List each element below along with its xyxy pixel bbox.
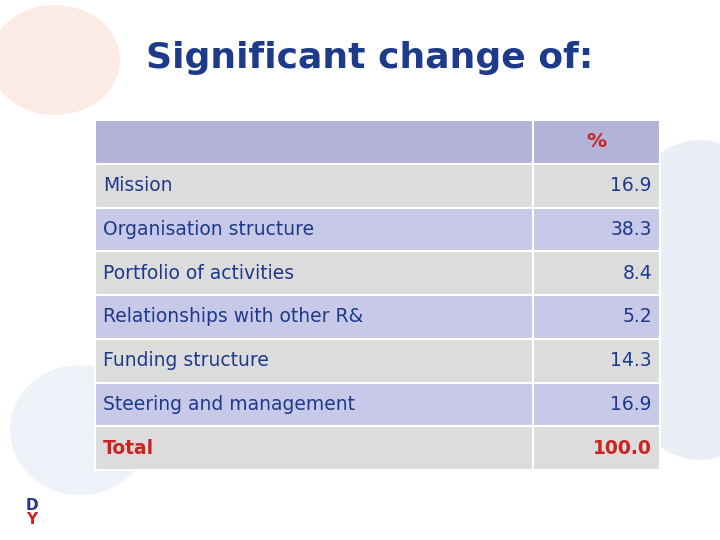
Bar [95,295,533,339]
Text: 38.3: 38.3 [611,220,652,239]
Text: Total: Total [103,438,154,457]
Bar [95,339,533,382]
Text: Mission: Mission [103,176,173,195]
Text: Organisation structure: Organisation structure [103,220,314,239]
Ellipse shape [0,5,120,115]
Text: 100.0: 100.0 [593,438,652,457]
Bar [533,339,660,382]
Bar [533,164,660,207]
Bar [533,120,660,164]
Bar [533,251,660,295]
Text: 16.9: 16.9 [611,395,652,414]
Text: Significant change of:: Significant change of: [146,41,593,75]
Text: Steering and management: Steering and management [103,395,355,414]
Bar [533,207,660,251]
Bar [95,207,533,251]
Text: %: % [586,132,606,151]
Bar [95,382,533,426]
Ellipse shape [600,140,720,460]
Text: 16.9: 16.9 [611,176,652,195]
Text: 14.3: 14.3 [611,351,652,370]
Bar [533,382,660,426]
Bar [533,295,660,339]
Text: 5.2: 5.2 [622,307,652,326]
Ellipse shape [10,365,150,495]
Text: 8.4: 8.4 [622,264,652,282]
Text: Y: Y [27,512,37,528]
Text: Funding structure: Funding structure [103,351,269,370]
Bar [95,251,533,295]
Bar [95,164,533,207]
Bar [533,426,660,470]
Bar [95,426,533,470]
Text: Relationships with other R&: Relationships with other R& [103,307,364,326]
Text: D: D [26,497,38,512]
Bar [95,120,533,164]
Text: Portfolio of activities: Portfolio of activities [103,264,294,282]
